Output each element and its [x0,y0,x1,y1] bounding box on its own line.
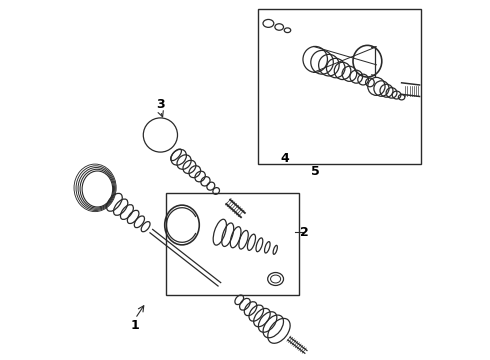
Text: 5: 5 [311,165,319,177]
Bar [258,9,421,164]
Bar [166,193,299,295]
Text: 1: 1 [131,319,140,332]
Text: 4: 4 [280,152,289,165]
Text: 3: 3 [156,98,165,111]
Text: 2: 2 [300,226,309,239]
